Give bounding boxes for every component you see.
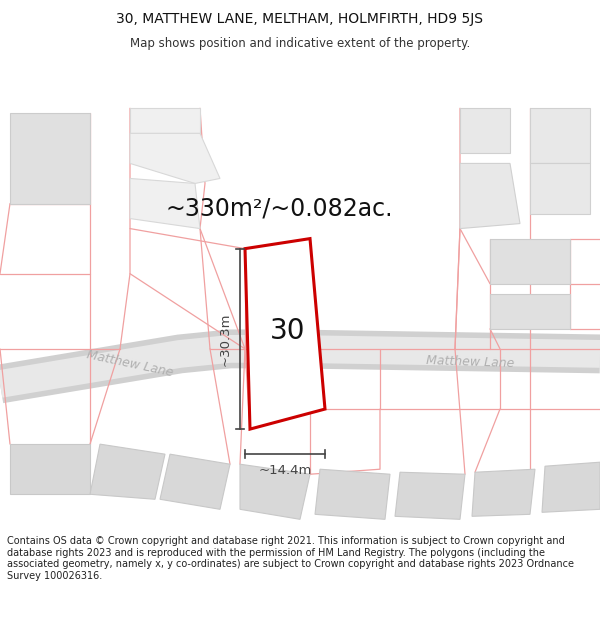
Polygon shape	[542, 462, 600, 512]
Polygon shape	[530, 163, 590, 214]
Polygon shape	[130, 108, 200, 133]
Polygon shape	[460, 108, 510, 153]
Polygon shape	[130, 133, 220, 184]
Polygon shape	[240, 464, 310, 519]
Text: Matthew Lane: Matthew Lane	[425, 354, 514, 370]
Polygon shape	[460, 163, 520, 229]
Polygon shape	[490, 294, 570, 329]
Polygon shape	[90, 444, 165, 499]
Polygon shape	[490, 239, 570, 284]
Text: 30, MATTHEW LANE, MELTHAM, HOLMFIRTH, HD9 5JS: 30, MATTHEW LANE, MELTHAM, HOLMFIRTH, HD…	[116, 12, 484, 26]
Text: ~330m²/~0.082ac.: ~330m²/~0.082ac.	[165, 196, 392, 221]
Polygon shape	[10, 113, 90, 204]
Polygon shape	[160, 454, 230, 509]
Text: Matthew Lane: Matthew Lane	[85, 348, 175, 379]
Text: Contains OS data © Crown copyright and database right 2021. This information is : Contains OS data © Crown copyright and d…	[7, 536, 574, 581]
Polygon shape	[10, 444, 90, 494]
Text: ~30.3m: ~30.3m	[219, 312, 232, 366]
Polygon shape	[130, 179, 200, 229]
Polygon shape	[245, 239, 325, 429]
Polygon shape	[530, 108, 590, 163]
Text: ~14.4m: ~14.4m	[259, 464, 311, 478]
Polygon shape	[315, 469, 390, 519]
Text: Map shows position and indicative extent of the property.: Map shows position and indicative extent…	[130, 38, 470, 50]
Text: 30: 30	[270, 318, 305, 346]
Polygon shape	[395, 472, 465, 519]
Polygon shape	[472, 469, 535, 516]
